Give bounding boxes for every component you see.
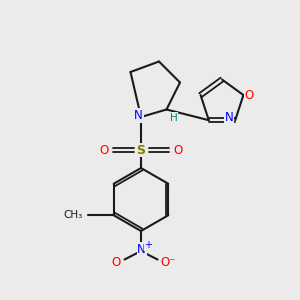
Text: N: N (225, 111, 234, 124)
Text: CH₃: CH₃ (64, 210, 83, 220)
Text: O: O (100, 143, 109, 157)
Text: N: N (134, 109, 143, 122)
Text: H: H (170, 113, 178, 123)
Text: S: S (136, 143, 146, 157)
Text: +: + (145, 240, 152, 250)
Text: O: O (173, 143, 182, 157)
Text: O⁻: O⁻ (161, 256, 176, 269)
Text: N: N (137, 243, 146, 256)
Text: O: O (112, 256, 121, 269)
Text: O: O (245, 88, 254, 101)
